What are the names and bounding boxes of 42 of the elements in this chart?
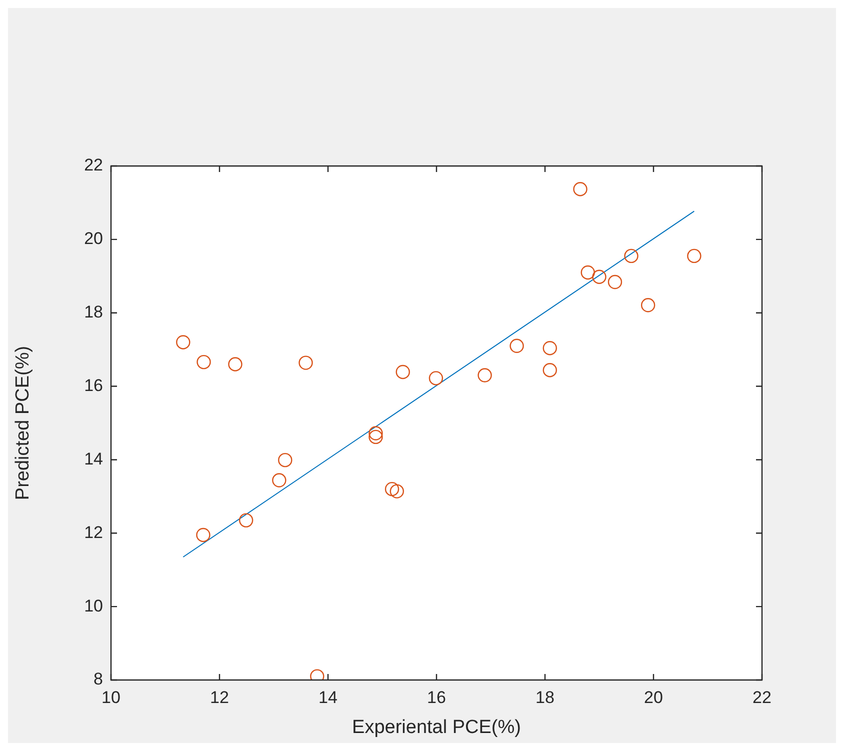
x-tick-label: 22 (752, 688, 772, 707)
point (624, 248, 638, 264)
y-tick-label: 22 (84, 156, 103, 175)
point (196, 354, 211, 370)
x-tick-label: 12 (210, 688, 229, 707)
y-tick-label: 16 (84, 376, 103, 395)
point (390, 484, 404, 498)
point (196, 528, 210, 542)
point (580, 265, 595, 280)
point (176, 335, 190, 350)
point (542, 363, 557, 378)
point (368, 430, 383, 444)
point (298, 356, 313, 370)
point (428, 371, 444, 386)
point (384, 482, 400, 496)
point (368, 426, 383, 440)
y-tick-label: 18 (84, 302, 103, 322)
x-axis-title: Experiental PCE(%) (352, 716, 521, 738)
point (608, 274, 622, 290)
point (272, 473, 286, 488)
point (396, 364, 410, 380)
x-tick-label: 14 (318, 688, 338, 707)
y-tick-label: 20 (84, 229, 103, 248)
y-tick-label: 10 (84, 596, 103, 616)
y-tick-label: 8 (94, 670, 103, 689)
x-tick-label: 18 (536, 688, 554, 707)
point (687, 248, 702, 264)
x-tick-label: 10 (102, 688, 120, 707)
point (592, 270, 606, 284)
point (640, 298, 656, 312)
point (228, 357, 242, 372)
y-tick-label: 14 (84, 449, 103, 468)
x-tick-label: 16 (427, 688, 446, 707)
point (510, 338, 524, 353)
point (238, 513, 254, 528)
x-tick-label: 20 (644, 688, 663, 707)
point (478, 368, 492, 382)
point (542, 341, 557, 356)
point (278, 452, 292, 468)
y-axis-title: Predicted PCE(%) (12, 346, 34, 500)
point (573, 182, 588, 196)
y-tick-label: 12 (84, 522, 103, 542)
